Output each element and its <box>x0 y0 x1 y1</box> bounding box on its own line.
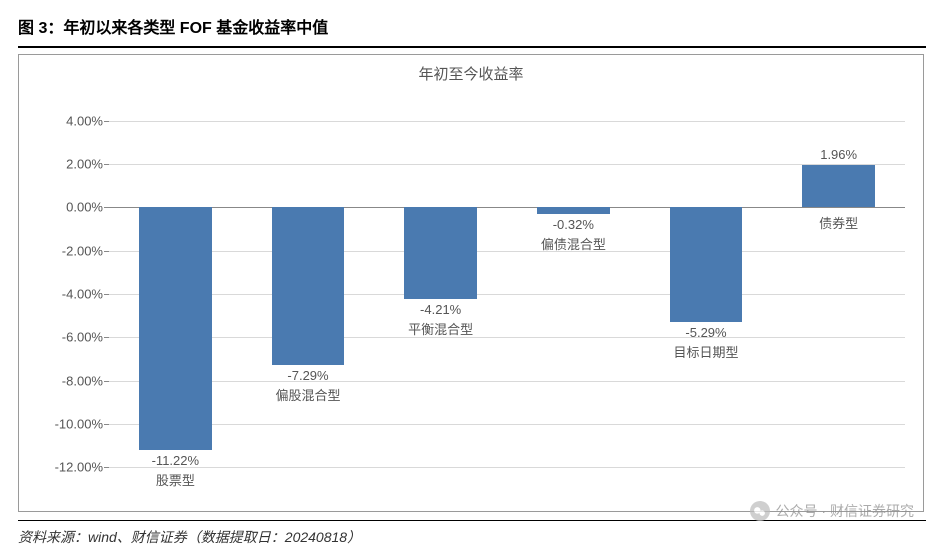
y-axis-label: 4.00% <box>66 113 109 128</box>
wechat-icon <box>750 501 770 521</box>
title-underline <box>18 46 926 48</box>
value-label: 1.96% <box>820 147 857 162</box>
y-axis-label: -2.00% <box>62 243 109 258</box>
gridline <box>109 424 905 425</box>
gridline <box>109 467 905 468</box>
gridline <box>109 164 905 165</box>
y-axis-label: -10.00% <box>55 417 109 432</box>
bar <box>537 207 610 214</box>
bar <box>802 165 875 207</box>
y-axis-label: -12.00% <box>55 460 109 475</box>
y-axis-label: -6.00% <box>62 330 109 345</box>
value-label: -5.29% <box>685 325 726 340</box>
y-axis-label: -8.00% <box>62 373 109 388</box>
gridline <box>109 121 905 122</box>
value-label: -0.32% <box>553 217 594 232</box>
value-label: -11.22% <box>152 453 199 468</box>
category-label: 股票型 <box>156 470 195 489</box>
watermark-text: 公众号 · 财信证券研究 <box>776 501 914 521</box>
category-label: 债券型 <box>819 213 858 232</box>
value-label: -4.21% <box>420 302 461 317</box>
value-label: -7.29% <box>287 368 328 383</box>
bar <box>272 207 345 365</box>
y-axis-label: 2.00% <box>66 157 109 172</box>
bar <box>670 207 743 322</box>
bar <box>139 207 212 450</box>
bar <box>404 207 477 298</box>
figure-caption: 图 3：年初以来各类型 FOF 基金收益率中值 <box>18 10 926 46</box>
chart-title: 年初至今收益率 <box>19 55 923 88</box>
watermark: 公众号 · 财信证券研究 <box>750 501 914 521</box>
chart-container: 年初至今收益率 4.00%2.00%0.00%-2.00%-4.00%-6.00… <box>18 54 924 512</box>
y-axis-label: 0.00% <box>66 200 109 215</box>
y-axis-label: -4.00% <box>62 287 109 302</box>
gridline <box>109 294 905 295</box>
gridline <box>109 381 905 382</box>
zero-axis-line <box>109 207 905 208</box>
category-label: 平衡混合型 <box>408 319 473 338</box>
gridline <box>109 251 905 252</box>
chart-plot-area: 4.00%2.00%0.00%-2.00%-4.00%-6.00%-8.00%-… <box>109 99 905 489</box>
category-label: 目标日期型 <box>673 342 738 361</box>
category-label: 偏股混合型 <box>275 385 340 404</box>
source-text: 资料来源：wind、财信证券（数据提取日：20240818） <box>18 521 926 547</box>
category-label: 偏债混合型 <box>541 234 606 253</box>
gridline <box>109 337 905 338</box>
